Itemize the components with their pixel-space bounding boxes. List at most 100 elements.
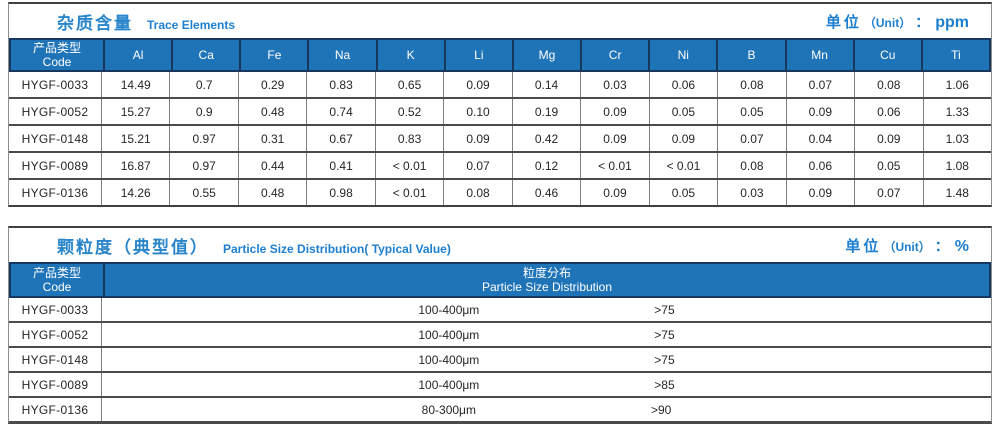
value-cell-mg: 0.12 bbox=[511, 153, 580, 178]
unit-label-paren: （Unit） bbox=[863, 15, 912, 30]
value-cell-mn: 0.06 bbox=[785, 153, 854, 178]
product-code-cell: HYGF-0089 bbox=[21, 158, 89, 173]
value-cell-ca: 0.97 bbox=[169, 126, 237, 151]
value-cell-cr: 0.09 bbox=[580, 99, 648, 124]
value-cell-mn: 0.09 bbox=[785, 99, 854, 124]
element-column-header-ca: Ca bbox=[173, 40, 240, 70]
code-column-header: 产品类型 Code bbox=[11, 264, 103, 296]
table-row: HYGF-0052 100-400μm >75 bbox=[9, 321, 991, 346]
unit-colon: ： bbox=[915, 13, 930, 30]
trace-elements-unit: 单位 （Unit） ： ppm bbox=[826, 11, 969, 32]
element-column-header-na: Na bbox=[309, 40, 376, 70]
element-column-header-fe: Fe bbox=[241, 40, 308, 70]
value-cell-b: 0.07 bbox=[717, 126, 785, 151]
value-cell-al: 16.87 bbox=[101, 153, 169, 178]
element-column-header-mn: Mn bbox=[786, 40, 853, 70]
value-cell-ca: 0.7 bbox=[169, 72, 237, 97]
unit-colon: ： bbox=[934, 237, 949, 254]
value-cell-fe: 0.48 bbox=[237, 99, 306, 124]
particle-size-unit: 单位 （Unit） ： % bbox=[845, 235, 969, 256]
code-column-header-zh: 产品类型 bbox=[32, 266, 81, 280]
trace-elements-title-zh: 杂质含量 bbox=[57, 13, 133, 33]
value-cell-ni: 0.09 bbox=[648, 126, 717, 151]
table-row: HYGF-0148 15.21 0.97 0.31 0.67 0.83 0.09 0.42 0.… bbox=[9, 124, 991, 151]
value-cell-k: 0.52 bbox=[374, 99, 443, 124]
table-row: HYGF-0089 16.87 0.97 0.44 0.41 < 0.01 0.07 0.12… bbox=[9, 151, 991, 178]
element-column-header-al: Al bbox=[105, 40, 172, 70]
element-column-header-cr: Cr bbox=[582, 40, 649, 70]
particle-size-section: 颗粒度（典型值） Particle Size Distribution( Typ… bbox=[8, 226, 992, 424]
value-cell-ti: 1.33 bbox=[922, 99, 991, 124]
unit-value: ppm bbox=[935, 13, 969, 31]
value-cell-mg: 0.42 bbox=[511, 126, 580, 151]
code-column-header-en: Code bbox=[42, 280, 72, 294]
distribution-cell: 100-400μm >85 bbox=[101, 373, 991, 396]
value-cell-cu: 0.09 bbox=[854, 126, 922, 151]
distribution-value: >75 bbox=[654, 327, 675, 342]
trace-elements-title-en: Trace Elements bbox=[147, 17, 236, 32]
value-cell-b: 0.03 bbox=[717, 180, 785, 205]
value-cell-li: 0.07 bbox=[443, 153, 511, 178]
element-column-header-mg: Mg bbox=[513, 40, 581, 70]
size-range: 100-400μm bbox=[418, 377, 480, 392]
trace-elements-titlebar: 杂质含量 Trace Elements 单位 （Unit） ： ppm bbox=[9, 4, 991, 38]
value-cell-ni: 0.05 bbox=[648, 180, 717, 205]
size-range: 100-400μm bbox=[418, 352, 480, 367]
element-column-header-b: B bbox=[718, 40, 785, 70]
product-code-cell: HYGF-0136 bbox=[21, 402, 89, 417]
particle-size-header-row: 产品类型 Code 粒度分布 Particle Size Distribution bbox=[9, 262, 991, 298]
value-cell-ni: < 0.01 bbox=[648, 153, 717, 178]
distribution-column-header: 粒度分布 Particle Size Distribution bbox=[105, 264, 989, 296]
code-column-header-zh: 产品类型 bbox=[32, 41, 81, 55]
value-cell-li: 0.09 bbox=[443, 72, 511, 97]
value-cell-mn: 0.07 bbox=[785, 72, 854, 97]
value-cell-al: 15.21 bbox=[101, 126, 169, 151]
value-cell-cu: 0.06 bbox=[854, 99, 922, 124]
value-cell-na: 0.41 bbox=[306, 153, 374, 178]
value-cell-ni: 0.05 bbox=[648, 99, 717, 124]
unit-label-zh: 单位 bbox=[825, 13, 862, 31]
value-cell-ca: 0.55 bbox=[169, 180, 237, 205]
value-cell-b: 0.05 bbox=[717, 99, 785, 124]
particle-size-titlebar: 颗粒度（典型值） Particle Size Distribution( Typ… bbox=[9, 228, 991, 262]
value-cell-ti: 1.48 bbox=[922, 180, 991, 205]
distribution-value: >90 bbox=[650, 402, 672, 417]
value-cell-cr: < 0.01 bbox=[580, 153, 648, 178]
value-cell-al: 14.26 bbox=[101, 180, 169, 205]
product-code-cell: HYGF-0136 bbox=[21, 185, 89, 200]
element-column-header-cu: Cu bbox=[854, 40, 921, 70]
distribution-cell: 100-400μm >75 bbox=[101, 348, 991, 371]
value-cell-na: 0.98 bbox=[306, 180, 374, 205]
particle-size-body: HYGF-0033 100-400μm >75 HYGF-0052 100-400μm >… bbox=[9, 298, 991, 421]
value-cell-li: 0.10 bbox=[443, 99, 511, 124]
product-code-cell: HYGF-0033 bbox=[21, 302, 89, 317]
table-row: HYGF-0148 100-400μm >75 bbox=[9, 346, 991, 371]
value-cell-fe: 0.31 bbox=[237, 126, 306, 151]
distribution-cell: 100-400μm >75 bbox=[101, 323, 991, 346]
product-code-cell: HYGF-0033 bbox=[21, 77, 89, 92]
unit-label-zh: 单位 bbox=[845, 237, 882, 255]
value-cell-mg: 0.46 bbox=[511, 180, 580, 205]
table-row: HYGF-0033 100-400μm >75 bbox=[9, 298, 991, 321]
value-cell-k: < 0.01 bbox=[374, 153, 443, 178]
value-cell-cr: 0.03 bbox=[580, 72, 648, 97]
table-row: HYGF-0033 14.49 0.7 0.29 0.83 0.65 0.09 0.14 0.0… bbox=[9, 72, 991, 97]
trace-elements-body: HYGF-0033 14.49 0.7 0.29 0.83 0.65 0.09 0.14 0.0… bbox=[9, 72, 991, 205]
size-range: 80-300μm bbox=[421, 402, 476, 417]
value-cell-cu: 0.07 bbox=[854, 180, 922, 205]
value-cell-mn: 0.04 bbox=[785, 126, 854, 151]
product-code-cell: HYGF-0148 bbox=[21, 352, 89, 367]
unit-value: % bbox=[954, 237, 969, 255]
trace-elements-header-row: 产品类型 Code Al Ca Fe Na K Li Mg Cr Ni B Mn Cu Ti bbox=[9, 38, 991, 72]
value-cell-al: 15.27 bbox=[101, 99, 169, 124]
value-cell-cr: 0.09 bbox=[580, 180, 648, 205]
product-code-cell: HYGF-0148 bbox=[21, 131, 89, 146]
value-cell-k: 0.65 bbox=[374, 72, 443, 97]
size-range: 100-400μm bbox=[418, 327, 480, 342]
distribution-cell: 80-300μm >90 bbox=[101, 398, 991, 421]
value-cell-ca: 0.97 bbox=[169, 153, 237, 178]
value-cell-cu: 0.05 bbox=[854, 153, 922, 178]
value-cell-na: 0.67 bbox=[306, 126, 374, 151]
trace-elements-section: 杂质含量 Trace Elements 单位 （Unit） ： ppm 产品类型… bbox=[8, 2, 992, 207]
code-column-header: 产品类型 Code bbox=[11, 40, 103, 70]
